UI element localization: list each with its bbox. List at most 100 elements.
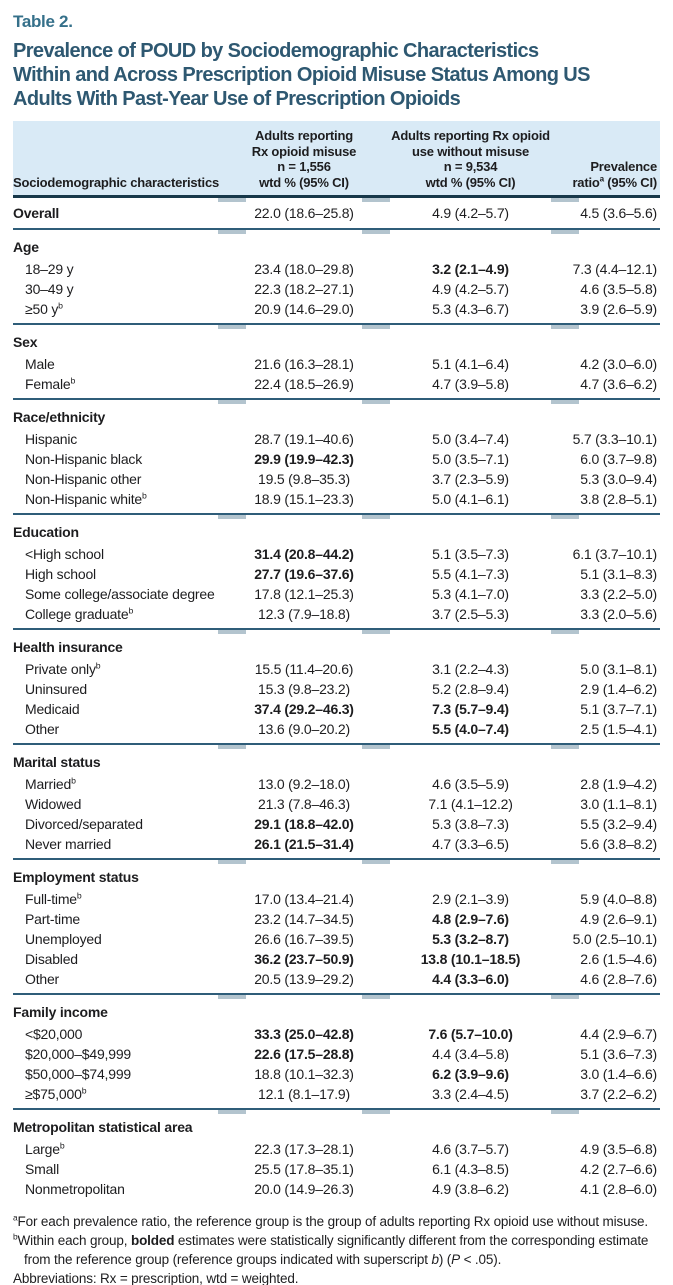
row-label: ≥$75,000b [25,1085,87,1102]
section-title: Family income [13,1004,108,1020]
no-misuse-value: 5.5 (4.0–7.4) [432,721,509,737]
section-divider [13,1108,660,1114]
ratio-value: 3.3 (2.2–5.0) [580,586,657,602]
header-col-ratio: Prevalence ratioa (95% CI) [572,159,657,190]
no-misuse-value: 5.0 (3.4–7.4) [432,431,509,447]
no-misuse-value: 5.0 (3.5–7.1) [432,451,509,467]
misuse-value: 36.2 (23.7–50.9) [254,951,354,967]
table-row: 30–49 y 22.3 (18.2–27.1) 4.9 (4.2–5.7) 4.6 … [13,279,660,299]
row-label: Some college/associate degree [25,586,215,602]
ratio-value: 5.3 (3.0–9.4) [580,471,657,487]
misuse-value: 37.4 (29.2–46.3) [254,701,354,717]
misuse-value: 15.3 (9.8–23.2) [258,681,350,697]
row-label: Non-Hispanic other [25,471,142,487]
table-row: <$20,000 33.3 (25.0–42.8) 7.6 (5.7–10.0) 4.… [13,1024,660,1044]
section-title: Education [13,524,79,540]
table-row: Other 20.5 (13.9–29.2) 4.4 (3.3–6.0) 4.6 (2… [13,969,660,989]
misuse-value: 20.5 (13.9–29.2) [254,971,354,987]
ratio-value: 4.9 (2.6–9.1) [580,911,657,927]
row-label: Private onlyb [25,660,101,677]
ratio-value: 2.5 (1.5–4.1) [580,721,657,737]
no-misuse-value: 4.4 (3.3–6.0) [432,971,509,987]
table-row: Some college/associate degree 17.8 (12.1–… [13,584,660,604]
ratio-value: 2.6 (1.5–4.6) [580,951,657,967]
no-misuse-value: 3.7 (2.5–5.3) [432,606,509,622]
ratio-value: 5.1 (3.7–7.1) [580,701,657,717]
ratio-value: 3.7 (2.2–6.2) [580,1086,657,1102]
misuse-value: 26.6 (16.7–39.5) [254,931,354,947]
misuse-value: 13.6 (9.0–20.2) [258,721,350,737]
table-row: ≥$75,000b 12.1 (8.1–17.9) 3.3 (2.4–4.5) 3.7… [13,1084,660,1104]
misuse-value: 12.3 (7.9–18.8) [258,606,350,622]
row-label: Divorced/separated [25,816,143,832]
page-title: Prevalence of POUD by Sociodemographic C… [13,39,660,111]
ratio-value: 2.9 (1.4–6.2) [580,681,657,697]
table-row: ≥50 yb 20.9 (14.6–29.0) 5.3 (4.3–6.7) 3.9 (… [13,299,660,319]
no-misuse-value: 3.2 (2.1–4.9) [432,261,509,277]
ratio-value: 6.1 (3.7–10.1) [572,546,658,562]
no-misuse-value: 2.9 (2.1–3.9) [432,891,509,907]
ratio-value: 4.6 (2.8–7.6) [580,971,657,987]
misuse-value: 17.0 (13.4–21.4) [254,891,354,907]
no-misuse-value: 4.4 (3.4–5.8) [432,1046,509,1062]
table-row: Other 13.6 (9.0–20.2) 5.5 (4.0–7.4) 2.5 (1.… [13,719,660,739]
table-row: Medicaid 37.4 (29.2–46.3) 7.3 (5.7–9.4) 5.1… [13,699,660,719]
section-title: Employment status [13,869,139,885]
ratio-value: 5.0 (2.5–10.1) [572,931,658,947]
misuse-value: 15.5 (11.4–20.6) [254,661,354,677]
ratio-value: 4.2 (3.0–6.0) [580,356,657,372]
row-label: 30–49 y [25,281,74,297]
row-label: Uninsured [25,681,88,697]
row-label: Medicaid [25,701,80,717]
table-row: <High school 31.4 (20.8–44.2) 5.1 (3.5–7.3… [13,544,660,564]
row-label: Disabled [25,951,78,967]
ratio-value: 5.7 (3.3–10.1) [572,431,658,447]
table-row: Marriedb 13.0 (9.2–18.0) 4.6 (3.5–5.9) 2.8 … [13,774,660,794]
ratio-value: 4.6 (3.5–5.8) [580,281,657,297]
row-label: Unemployed [25,931,102,947]
row-label: Never married [25,836,112,852]
ratio-value: 3.0 (1.4–6.6) [580,1066,657,1082]
table-header: Sociodemographic characteristics Adults … [13,121,660,195]
row-label: $20,000–$49,999 [25,1046,131,1062]
ratio-value: 5.5 (3.2–9.4) [580,816,657,832]
misuse-value: 18.8 (10.1–32.3) [254,1066,354,1082]
no-misuse-value: 5.1 (3.5–7.3) [432,546,509,562]
no-misuse-value: 6.1 (4.3–8.5) [432,1161,509,1177]
table-body: Overall 22.0 (18.6–25.8) 4.9 (4.2–5.7) 4.5 … [13,201,660,1199]
ratio-value: 5.1 (3.6–7.3) [580,1046,657,1062]
misuse-value: 22.0 (18.6–25.8) [254,204,354,221]
table-row: Part-time 23.2 (14.7–34.5) 4.8 (2.9–7.6) 4.… [13,909,660,929]
no-misuse-value: 7.3 (5.7–9.4) [432,701,509,717]
section-divider [13,993,660,999]
no-misuse-value: 5.3 (4.3–6.7) [432,301,509,317]
row-label: Full-timeb [25,890,82,907]
section-divider [13,323,660,329]
no-misuse-value: 5.2 (2.8–9.4) [432,681,509,697]
row-label: Non-Hispanic black [25,451,143,467]
misuse-value: 29.9 (19.9–42.3) [254,451,354,467]
row-label: Male [25,356,55,372]
no-misuse-value: 3.1 (2.2–4.3) [432,661,509,677]
no-misuse-value: 7.6 (5.7–10.0) [428,1026,513,1042]
table-row: $50,000–$74,999 18.8 (10.1–32.3) 6.2 (3.9–… [13,1064,660,1084]
no-misuse-value: 4.9 (4.2–5.7) [432,281,509,297]
table-row: Largeb 22.3 (17.3–28.1) 4.6 (3.7–5.7) 4.9 (… [13,1139,660,1159]
no-misuse-value: 5.5 (4.1–7.3) [432,566,509,582]
no-misuse-value: 4.6 (3.7–5.7) [432,1141,509,1157]
misuse-value: 12.1 (8.1–17.9) [258,1086,350,1102]
row-label: <$20,000 [25,1026,83,1042]
table-row: High school 27.7 (19.6–37.6) 5.5 (4.1–7.3)… [13,564,660,584]
row-label: ≥50 yb [25,300,63,317]
table-row: Never married 26.1 (21.5–31.4) 4.7 (3.3–6.… [13,834,660,854]
table-row: $20,000–$49,999 22.6 (17.5–28.8) 4.4 (3.4–… [13,1044,660,1064]
ratio-value: 4.9 (3.5–6.8) [580,1141,657,1157]
no-misuse-value: 4.7 (3.9–5.8) [432,376,509,392]
misuse-value: 29.1 (18.8–42.0) [254,816,354,832]
table-row: Male 21.6 (16.3–28.1) 5.1 (4.1–6.4) 4.2 (3.… [13,354,660,374]
ratio-value: 4.7 (3.6–6.2) [580,376,657,392]
table-label: Table 2. [13,12,73,31]
ratio-value: 3.8 (2.8–5.1) [580,491,657,507]
section-title: Marital status [13,754,101,770]
misuse-value: 17.8 (12.1–25.3) [254,586,354,602]
